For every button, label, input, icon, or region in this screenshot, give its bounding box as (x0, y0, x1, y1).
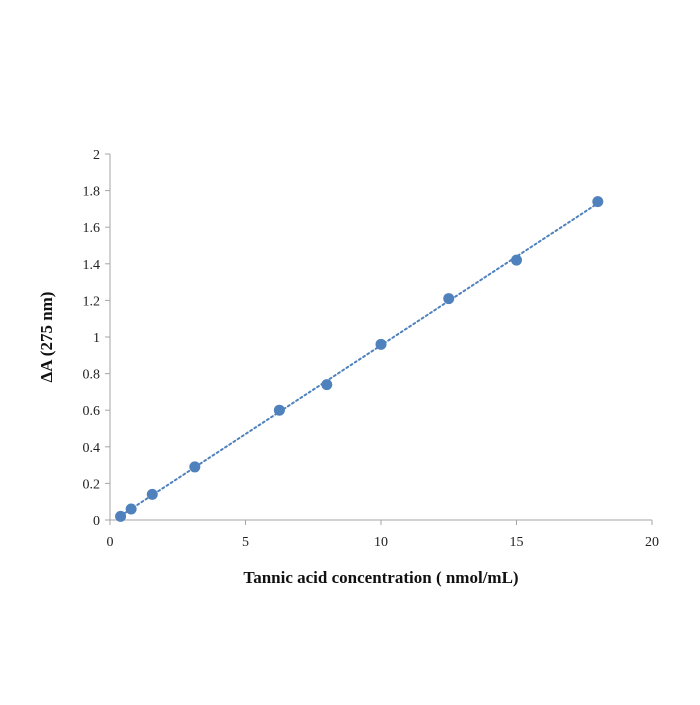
x-tick-label: 10 (374, 535, 388, 550)
y-tick-label: 1 (93, 331, 100, 346)
y-tick-label: 0.8 (83, 368, 101, 383)
y-tick-label: 0 (93, 514, 100, 529)
y-tick-label: 1.2 (83, 294, 101, 309)
data-point (115, 510, 127, 522)
data-points-layer (115, 196, 604, 522)
y-tick-label: 2 (93, 148, 100, 163)
y-tick-label: 0.6 (83, 404, 101, 419)
data-point (375, 338, 387, 350)
y-tick-label: 1.8 (83, 185, 101, 200)
data-point (125, 503, 137, 515)
y-axis-title: ΔA (275 nm) (37, 292, 56, 383)
data-point (189, 461, 201, 473)
y-tick-label: 1.6 (83, 221, 101, 236)
x-tick-label: 5 (242, 535, 249, 550)
data-point (511, 254, 522, 266)
data-point (146, 488, 158, 500)
data-point (443, 293, 455, 305)
x-tick-label: 0 (107, 535, 114, 550)
y-tick-label: 1.4 (83, 258, 101, 273)
x-tick-label: 15 (510, 535, 524, 550)
y-tick-label: 0.4 (83, 441, 101, 456)
x-axis-title: Tannic acid concentration ( nmol/mL) (243, 568, 518, 587)
x-tick-label: 20 (645, 535, 659, 550)
data-point (321, 379, 333, 391)
data-point (273, 404, 285, 416)
y-tick-label: 0.2 (83, 477, 101, 492)
data-point (592, 196, 604, 208)
axes-layer: 00.20.40.60.811.21.41.61.820 5 10 15 20 (83, 148, 660, 550)
